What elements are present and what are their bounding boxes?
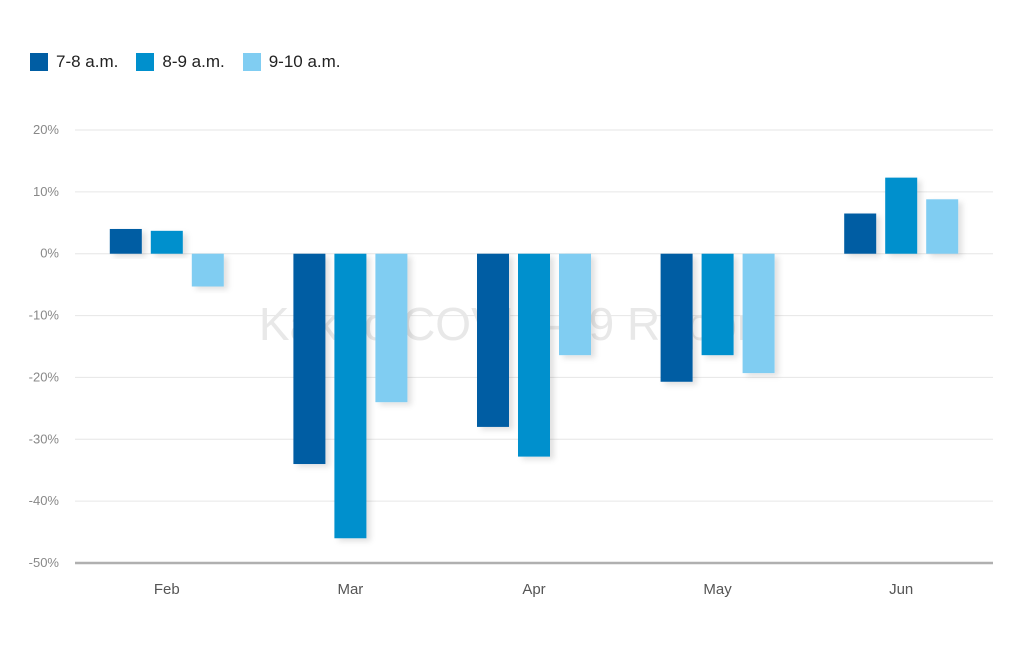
x-category-label: Jun [889, 581, 913, 598]
bar-apr-series-2 [518, 253, 550, 457]
bar-may-series-1 [660, 253, 693, 382]
legend-item-9-10: 9-10 a.m. [242, 52, 341, 72]
bar-may-series-2 [701, 253, 734, 356]
x-category-label: May [703, 581, 732, 598]
bar-jun-series-1 [844, 213, 877, 254]
legend-label-7-8: 7-8 a.m. [56, 52, 119, 71]
legend-swatch-8-9 [136, 53, 155, 71]
x-category-label: Mar [337, 581, 363, 598]
bars [109, 177, 959, 539]
y-tick-label: -40% [29, 493, 60, 508]
bar-mar-series-2 [334, 253, 367, 539]
y-tick-label: -30% [29, 431, 60, 446]
axis: 20% 10% 0% -10% -20% -30% -40% -50% Feb Mar Apr May… [29, 122, 993, 598]
bar-may-series-3 [742, 253, 775, 374]
bar-mar-series-1 [293, 253, 326, 465]
x-category-label: Feb [154, 581, 180, 598]
y-tick-label: -20% [29, 369, 60, 384]
y-tick-label: -10% [29, 308, 60, 323]
bar-jun-series-2 [885, 177, 918, 254]
legend-label-8-9: 8-9 a.m. [162, 52, 225, 71]
legend-item-7-8: 7-8 a.m. [30, 52, 118, 72]
legend-swatch-7-8 [30, 53, 48, 71]
bar-jun-series-3 [926, 199, 959, 254]
legend-label-9-10: 9-10 a.m. [268, 52, 341, 71]
bar-feb-series-1 [109, 228, 142, 254]
bar-apr-series-3 [559, 253, 591, 356]
x-category-label: Apr [522, 581, 545, 598]
legend-swatch-9-10 [242, 53, 261, 71]
legend-item-8-9: 8-9 a.m. [136, 52, 225, 72]
bar-mar-series-3 [375, 253, 408, 403]
y-tick-label: -50% [29, 555, 60, 570]
bar-apr-series-1 [477, 253, 509, 427]
bar-feb-series-2 [150, 230, 183, 254]
y-tick-label: 0% [40, 246, 59, 261]
legend: 7-8 a.m. 8-9 a.m. 9-10 a.m. [30, 52, 341, 72]
y-tick-label: 10% [33, 184, 59, 199]
bar-feb-series-3 [191, 253, 224, 287]
y-tick-label: 20% [33, 122, 59, 137]
